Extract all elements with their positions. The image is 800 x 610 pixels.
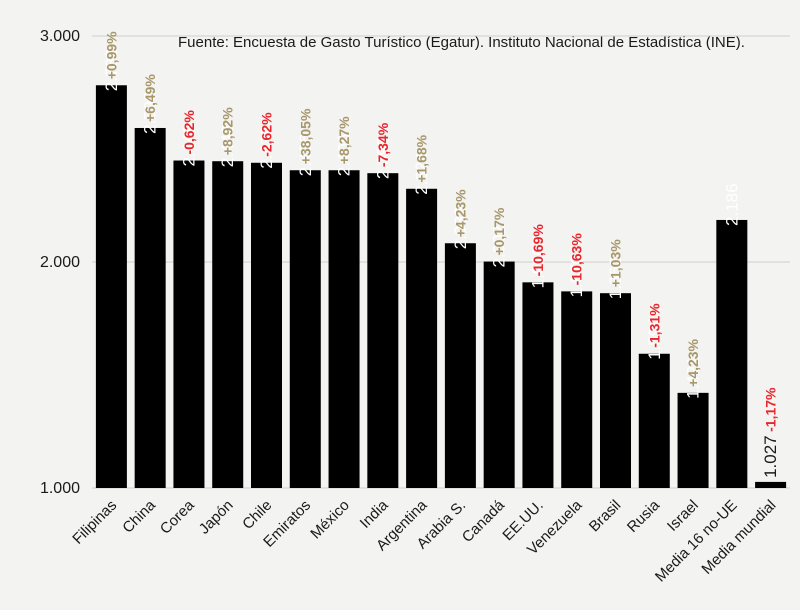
change-label: +0,17%: [491, 207, 507, 255]
x-tick-label: Filipinas: [69, 497, 120, 548]
bar: [289, 170, 321, 488]
x-tick-label: Japón: [196, 497, 237, 538]
bar-value-label: 2.449: [179, 124, 198, 167]
bar: [212, 161, 244, 489]
x-tick-label: Chile: [239, 497, 275, 533]
bar: [406, 188, 438, 488]
bar: [561, 291, 593, 488]
change-label: +8,92%: [220, 107, 236, 155]
bar-value-label: 2.406: [335, 134, 354, 177]
bar-value-label: 1.594: [645, 317, 664, 360]
bar-value-label: 1.862: [606, 257, 625, 300]
change-label: +4,23%: [452, 189, 468, 237]
change-label: +38,05%: [297, 108, 313, 164]
bar-value-label: 1.910: [528, 246, 547, 289]
bar: [638, 353, 670, 488]
change-label: -1,31%: [646, 303, 662, 348]
change-label: -1,17%: [763, 387, 779, 432]
bar-value-label: 2.406: [296, 134, 315, 177]
bar: [677, 392, 709, 488]
change-label: -0,62%: [181, 110, 197, 155]
bar: [600, 293, 631, 488]
y-tick-label: 1.000: [40, 480, 80, 497]
change-label: +6,49%: [142, 74, 158, 122]
bar-value-label: 1.421: [684, 356, 703, 399]
bar: [173, 160, 205, 488]
x-tick-label: Brasil: [586, 497, 625, 536]
bar: [367, 173, 399, 488]
change-label: +0,99%: [103, 31, 119, 79]
bar-value-label: 2.593: [141, 91, 160, 134]
change-label: -10,63%: [569, 233, 585, 286]
y-tick-label: 2.000: [40, 254, 80, 271]
bar: [328, 170, 360, 488]
change-label: +1,68%: [414, 134, 430, 182]
bar-value-label: 2.393: [373, 137, 392, 180]
bar: [716, 219, 748, 489]
bar-value-label: 2.439: [257, 126, 276, 169]
change-label: +8,27%: [336, 116, 352, 164]
x-tick-label: India: [357, 496, 392, 531]
change-label: -2,62%: [259, 112, 275, 157]
bar: [755, 481, 787, 488]
change-label: +1,03%: [608, 239, 624, 287]
bar: [444, 243, 476, 488]
bar-value-label: 2.083: [451, 207, 470, 250]
bar-value-label: 2.446: [218, 125, 237, 168]
x-tick-label: Canadá: [459, 496, 509, 546]
x-tick-label: China: [119, 496, 159, 536]
bar-value-label: 2.002: [490, 225, 509, 268]
source-note: Fuente: Encuesta de Gasto Turístico (Ega…: [178, 34, 745, 51]
change-label: +4,23%: [685, 338, 701, 386]
x-tick-label: México: [307, 497, 353, 543]
bar: [251, 162, 282, 488]
bar-value-label: 1.027: [761, 435, 780, 478]
bar-value-label: 1.870: [567, 255, 586, 298]
bar: [522, 282, 554, 488]
bar-value-label: 2.186: [722, 183, 741, 226]
change-label: -10,69%: [530, 224, 546, 277]
bar-value-label: 2.782: [102, 49, 121, 92]
bar: [134, 127, 166, 489]
y-tick-label: 3.000: [40, 28, 80, 45]
x-tick-label: Rusia: [624, 496, 664, 536]
bar-value-label: 2.324: [412, 152, 431, 195]
bar: [95, 85, 127, 488]
bar: [483, 261, 515, 488]
change-label: -7,34%: [375, 122, 391, 167]
x-tick-label: Corea: [157, 496, 198, 537]
